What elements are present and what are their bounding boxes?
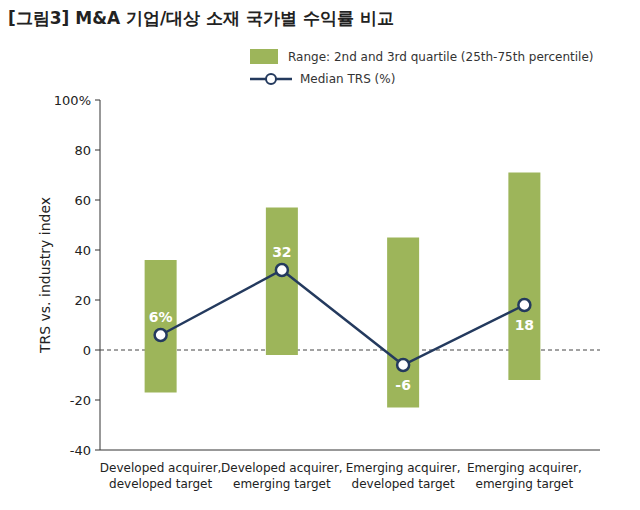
y-tick: [95, 400, 100, 401]
x-tick-label: Developed acquirer,emerging target: [221, 461, 343, 491]
y-axis: [100, 100, 101, 450]
y-tick: [95, 300, 100, 301]
median-marker: [397, 359, 409, 371]
y-tick: [95, 350, 100, 351]
legend-label: Median TRS (%): [300, 72, 395, 86]
chart-svg: [그림3] M&A 기업/대상 소재 국가별 수익률 비교 Range: 2nd …: [0, 0, 640, 510]
legend-swatch: [250, 49, 278, 64]
y-tick-label: 100%: [54, 93, 91, 108]
legend-marker: [266, 74, 276, 84]
data-label: 18: [515, 317, 534, 333]
y-axis-label: TRS vs. industry index: [37, 197, 53, 354]
x-tick-label: Developed acquirer,developed target: [100, 461, 222, 491]
range-bar: [266, 208, 298, 356]
y-tick-label: -40: [70, 443, 91, 458]
range-bar: [145, 260, 177, 393]
x-tick-label: Emerging acquirer,emerging target: [467, 461, 582, 491]
median-line: [161, 270, 525, 365]
y-tick-label: 80: [74, 143, 91, 158]
y-tick-label: 40: [74, 243, 91, 258]
y-tick: [95, 150, 100, 151]
x-axis: [100, 450, 600, 451]
data-label: -6: [395, 377, 411, 393]
y-tick: [95, 100, 100, 101]
y-tick: [95, 250, 100, 251]
y-tick-label: 20: [74, 293, 91, 308]
legend-label: Range: 2nd and 3rd quartile (25th-75th p…: [288, 50, 594, 64]
y-tick-label: 0: [83, 343, 91, 358]
x-tick-label: Emerging acquirer,developed target: [346, 461, 461, 491]
data-label: 32: [272, 244, 291, 260]
title: [그림3] M&A 기업/대상 소재 국가별 수익률 비교: [8, 8, 394, 28]
range-bar: [387, 238, 419, 408]
plot-area: [145, 173, 541, 408]
median-marker: [155, 329, 167, 341]
median-marker: [276, 264, 288, 276]
chart-container: [그림3] M&A 기업/대상 소재 국가별 수익률 비교 Range: 2nd …: [0, 0, 640, 510]
y-tick-label: -20: [70, 393, 91, 408]
y-tick: [95, 450, 100, 451]
y-tick-label: 60: [74, 193, 91, 208]
range-bar: [508, 173, 540, 381]
y-tick: [95, 200, 100, 201]
data-label: 6%: [149, 309, 173, 325]
median-marker: [518, 299, 530, 311]
